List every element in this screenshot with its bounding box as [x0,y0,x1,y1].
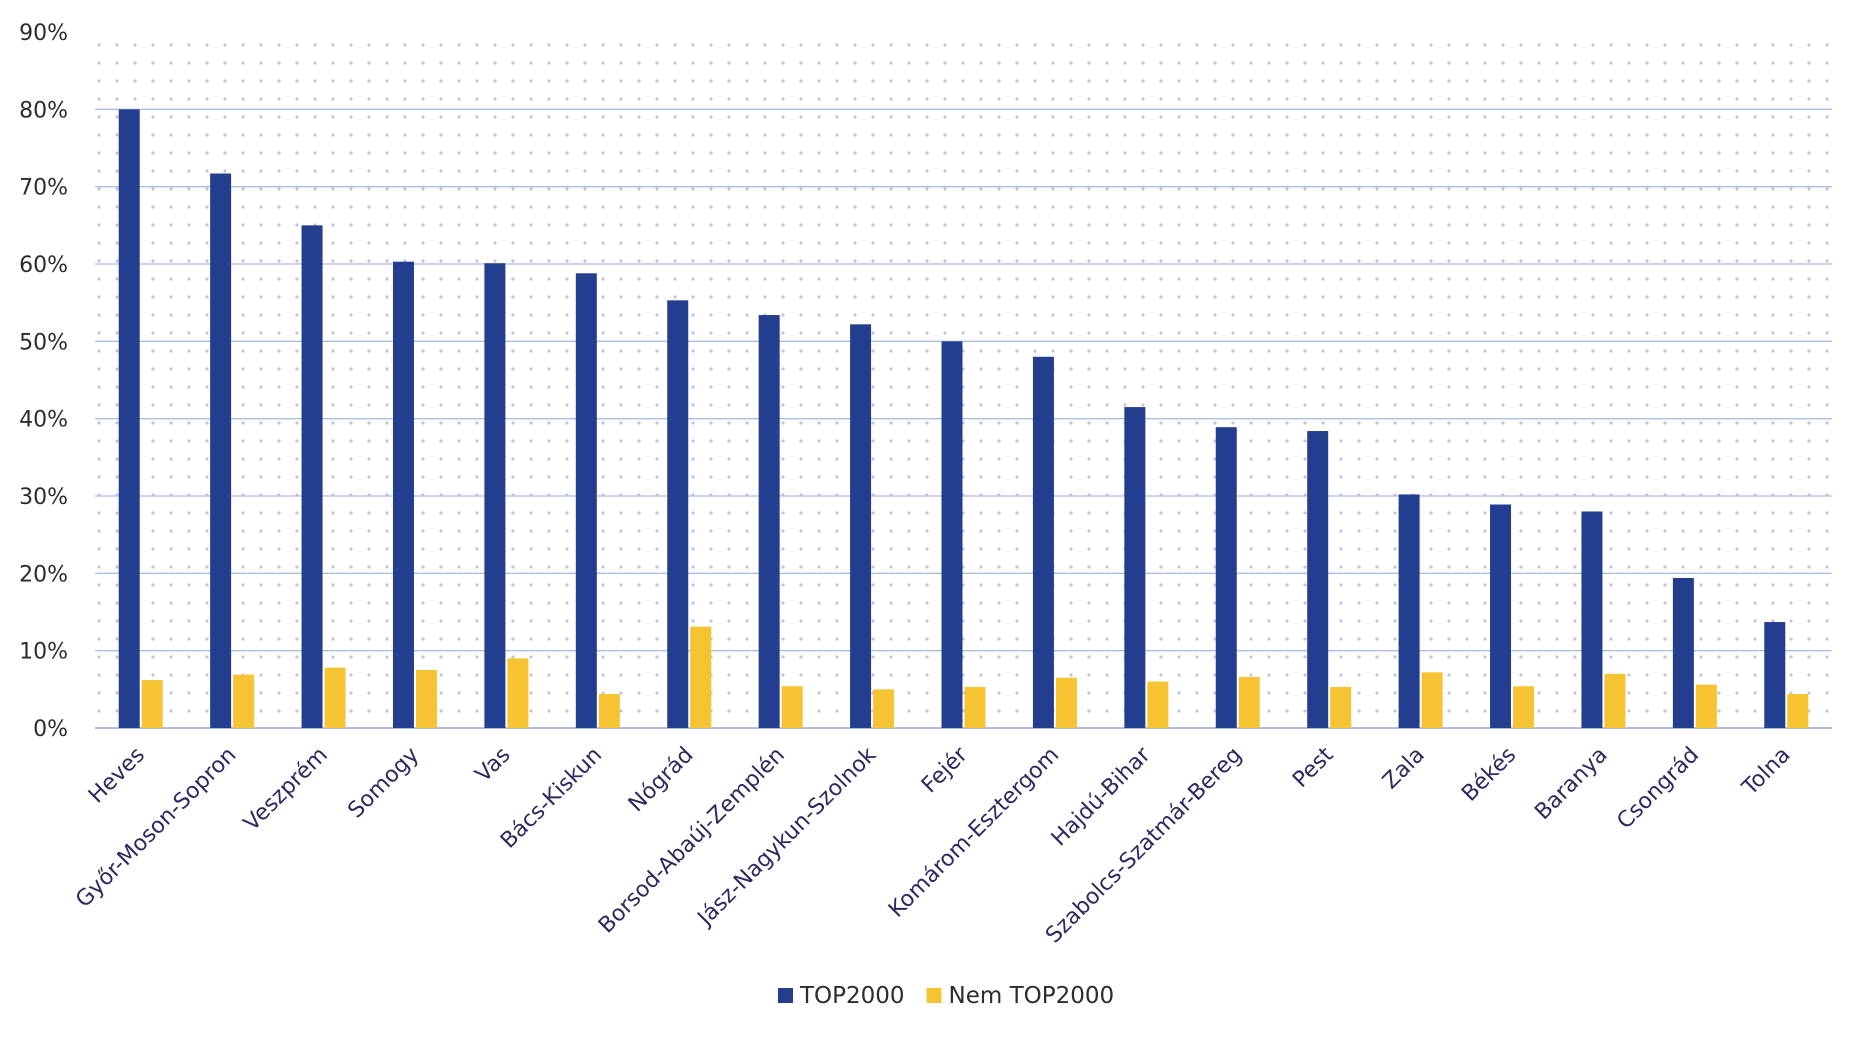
y-tick-label: 60% [19,253,68,278]
bar-nem-top2000-5 [598,693,620,728]
bar-nem-top2000-16 [1604,673,1626,728]
x-tick-label: Zala [1378,743,1430,795]
x-tick-label: Borsod-Abaúj-Zemplén [594,743,790,939]
y-tick-label: 0% [33,717,68,742]
bar-top2000-10 [1032,356,1054,728]
x-tick-label: Csongrád [1612,743,1704,835]
x-tick-label: Veszprém [239,743,333,837]
x-tick-label: Jász-Nagykun-Szolnok [692,742,882,932]
bar-top2000-16 [1581,511,1603,728]
x-tick-label: Heves [84,743,150,809]
bar-top2000-9 [941,341,963,728]
bar-top2000-0 [118,109,140,729]
y-tick-label: 50% [19,330,68,355]
bar-nem-top2000-9 [964,687,986,728]
legend-label: Nem TOP2000 [949,983,1115,1009]
bar-top2000-15 [1490,504,1512,728]
bar-nem-top2000-11 [1147,681,1169,728]
bars [118,109,1809,729]
bar-nem-top2000-10 [1055,677,1077,728]
bar-top2000-1 [210,173,232,728]
bar-top2000-8 [850,324,872,728]
bar-nem-top2000-12 [1238,676,1260,728]
bar-nem-top2000-17 [1695,684,1717,728]
bar-top2000-6 [667,300,689,728]
x-tick-label: Vas [471,743,516,788]
bar-top2000-14 [1398,494,1420,728]
bar-nem-top2000-6 [690,626,712,728]
x-tick-label: Pest [1288,742,1339,793]
bar-top2000-17 [1672,577,1694,728]
bar-nem-top2000-4 [507,658,529,728]
bar-top2000-2 [301,225,323,729]
bar-nem-top2000-7 [781,686,803,728]
y-tick-label: 40% [19,408,68,433]
bar-nem-top2000-18 [1787,693,1809,728]
bar-nem-top2000-3 [415,670,437,728]
bar-nem-top2000-2 [324,667,346,728]
x-tick-label: Győr-Moson-Sopron [71,743,241,913]
y-tick-label: 80% [19,98,68,123]
bar-nem-top2000-0 [141,680,163,728]
bar-nem-top2000-15 [1513,686,1535,728]
legend-swatch [778,988,793,1003]
bar-top2000-11 [1124,407,1146,728]
y-tick-label: 70% [19,176,68,201]
x-tick-label: Szabolcs-Szatmár-Bereg [1041,743,1247,949]
y-tick-label: 10% [19,640,68,665]
bar-nem-top2000-1 [233,674,255,728]
y-tick-label: 30% [19,485,68,510]
bar-nem-top2000-14 [1421,672,1443,728]
bar-top2000-13 [1307,431,1329,728]
plot-background [95,32,1832,728]
bar-top2000-7 [758,315,780,728]
y-tick-label: 20% [19,562,68,587]
y-tick-label: 90% [19,21,68,46]
x-tick-label: Nógrád [624,743,699,818]
bar-top2000-3 [392,261,414,728]
x-tick-label: Békés [1457,743,1521,807]
x-tick-label: Somogy [343,743,424,824]
bar-nem-top2000-8 [873,689,895,728]
legend-label: TOP2000 [799,983,905,1009]
x-tick-label: Baranya [1530,743,1612,825]
legend-swatch [926,988,942,1003]
bar-top2000-18 [1764,622,1786,728]
bar-top2000-12 [1215,427,1237,728]
y-axis: 0% 10% 20% 30% 40% 50% 60% 70% 80% 90% [19,21,68,742]
x-tick-label: Fejér [917,742,973,798]
gridlines [95,108,1832,729]
bar-top2000-4 [484,263,506,728]
bar-top2000-5 [575,273,597,728]
x-tick-label: Tolna [1737,743,1795,801]
x-tick-label: Komárom-Esztergom [884,743,1064,923]
bar-nem-top2000-13 [1330,687,1352,728]
legend: TOP2000 Nem TOP2000 [778,983,1114,1009]
